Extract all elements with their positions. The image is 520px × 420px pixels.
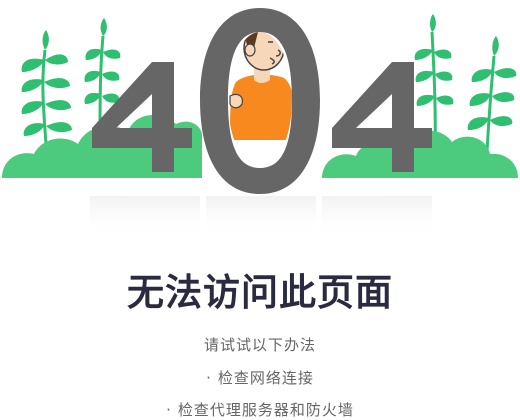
- person-illustration: [228, 32, 292, 168]
- tip-item: · 检查代理服务器和防火墙: [0, 399, 520, 420]
- right-bush-icon: [322, 130, 518, 178]
- digit-four-right: [332, 62, 432, 172]
- bullet-dot: ·: [206, 369, 212, 387]
- tip-text-check-network: 检查网络连接: [217, 369, 314, 387]
- error-404-illustration: [2, 8, 518, 236]
- page-title: 无法访问此页面: [127, 271, 393, 314]
- digit-zero: [200, 8, 320, 194]
- tips-header: 请试试以下办法: [203, 336, 316, 354]
- left-plant-icon: [21, 18, 121, 176]
- tip-text-check-proxy: 检查代理服务器和防火墙: [177, 401, 354, 419]
- digit-reflection: [90, 196, 432, 236]
- bullet-dot: ·: [166, 401, 172, 419]
- tip-item: · 检查网络连接: [0, 367, 520, 388]
- digit-four-left: [92, 62, 192, 172]
